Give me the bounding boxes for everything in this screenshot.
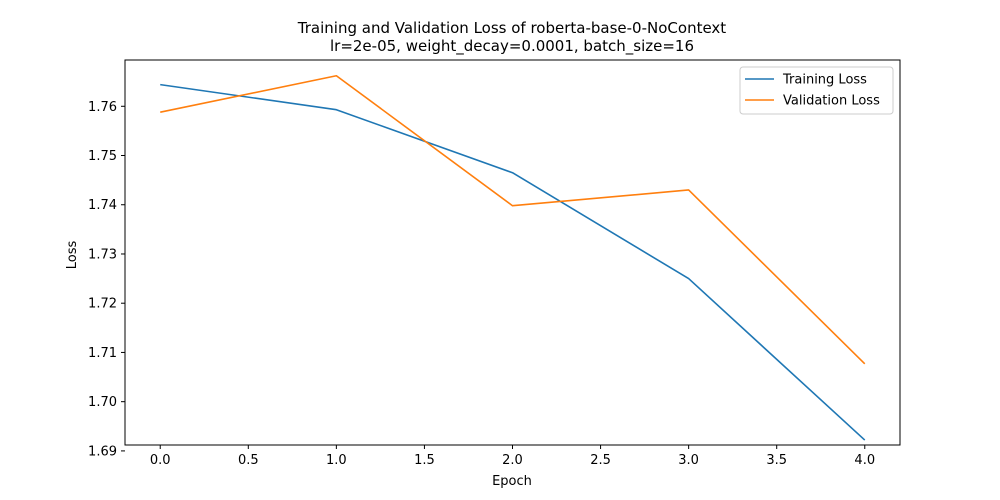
x-tick-label: 2.5 <box>590 453 611 468</box>
y-tick-label: 1.76 <box>88 100 117 115</box>
legend-label: Training Loss <box>782 73 867 88</box>
x-tick-label: 3.5 <box>766 453 787 468</box>
y-tick-label: 1.74 <box>88 198 117 213</box>
x-tick-label: 2.0 <box>502 453 523 468</box>
x-axis-ticks: 0.0 0.5 1.0 1.5 2.0 2.5 3.0 3.5 4.0 <box>150 445 875 468</box>
y-tick-label: 1.70 <box>88 395 117 410</box>
y-tick-label: 1.75 <box>88 149 117 164</box>
legend-label: Validation Loss <box>783 94 880 109</box>
axes-frame <box>124 59 901 446</box>
x-axis-label: Epoch <box>492 474 532 489</box>
x-tick-label: 1.5 <box>414 453 435 468</box>
series-line-training-loss <box>160 83 866 441</box>
legend: Training Loss Validation Loss <box>739 66 894 115</box>
x-tick-label: 1.0 <box>326 453 347 468</box>
x-tick-label: 4.0 <box>854 453 875 468</box>
x-tick-label: 3.0 <box>678 453 699 468</box>
series-lines <box>160 74 866 441</box>
y-axis-ticks: 1.69 1.70 1.71 1.72 1.73 1.74 1.75 1.76 <box>88 100 125 459</box>
y-axis-label: Loss <box>65 241 80 270</box>
y-tick-label: 1.73 <box>88 247 117 262</box>
chart-title: Training and Validation Loss of roberta-… <box>297 19 726 37</box>
y-tick-label: 1.69 <box>88 444 117 459</box>
series-line-validation-loss <box>160 74 866 365</box>
legend-box <box>739 66 894 115</box>
plot-area <box>124 59 901 446</box>
y-tick-label: 1.72 <box>88 297 117 312</box>
x-tick-label: 0.0 <box>150 453 171 468</box>
x-tick-label: 0.5 <box>238 453 259 468</box>
y-tick-label: 1.71 <box>88 346 117 361</box>
chart-subtitle: lr=2e-05, weight_decay=0.0001, batch_siz… <box>330 37 694 56</box>
